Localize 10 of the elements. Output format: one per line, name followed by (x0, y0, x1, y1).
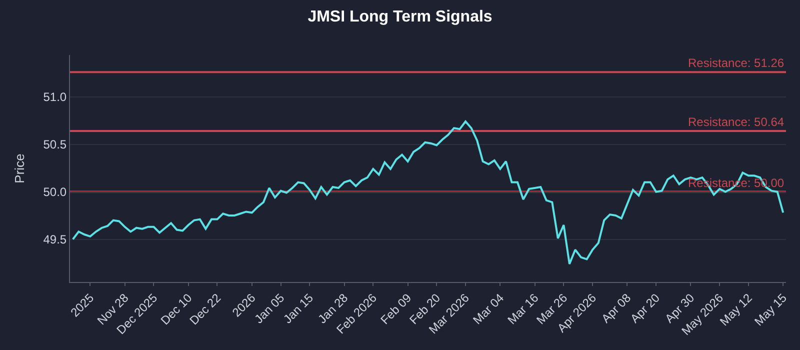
chart-title: JMSI Long Term Signals (308, 8, 492, 26)
y-tick-label: 49.5 (43, 232, 67, 246)
ref-line-label: Resistance: 50.64 (688, 115, 784, 129)
ref-line-label: Resistance: 51.26 (688, 56, 784, 70)
y-axis-title: Price (12, 154, 28, 184)
y-tick-label: 51.0 (43, 90, 67, 104)
x-tick-label: Mar 04 (470, 290, 507, 328)
y-tick-label: 50.5 (43, 137, 67, 152)
y-tick-label: 50.0 (43, 184, 67, 199)
x-tick-label: May 15 (752, 290, 790, 329)
